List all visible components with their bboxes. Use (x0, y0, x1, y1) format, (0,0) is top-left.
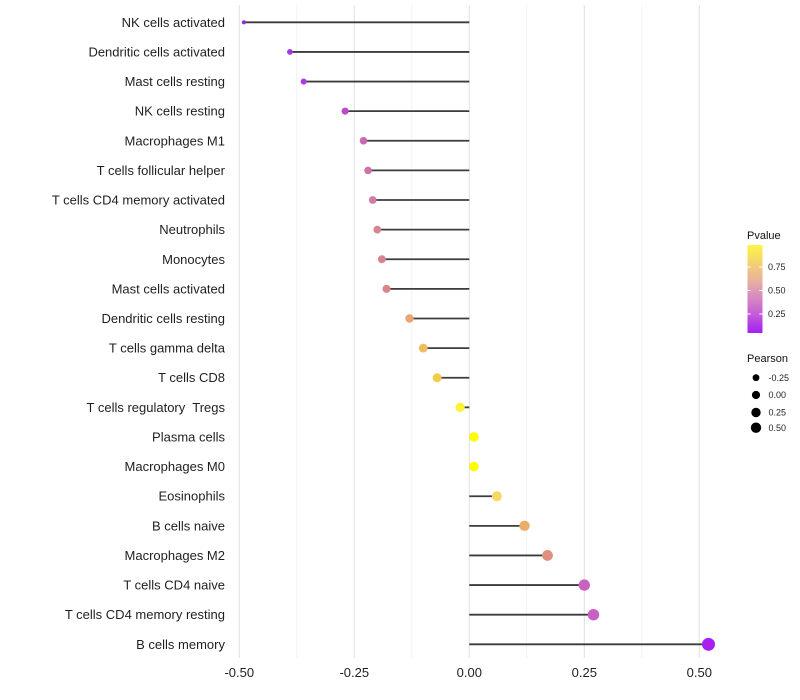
y-axis-label: B cells memory (136, 637, 225, 652)
legend-pvalue: Pvalue 0.75 0.50 0.25 (747, 230, 786, 333)
lollipop-dot (341, 107, 349, 115)
x-axis-tick-label: 0.00 (457, 665, 482, 680)
lollipop-dot (405, 314, 414, 323)
lollipop-dots (241, 20, 715, 651)
lollipop-dot (519, 520, 530, 532)
lollipop-dot (418, 343, 428, 353)
pvalue-colorbar-ticks (747, 266, 763, 315)
pearson-legend-label: 0.25 (769, 408, 787, 418)
y-axis-label: Dendritic cells activated (88, 44, 225, 59)
x-axis-tick-label: -0.25 (339, 665, 369, 680)
y-axis-labels: NK cells activated Dendritic cells activa… (52, 15, 226, 652)
lollipop-dot (300, 78, 307, 85)
lollipop-dot (455, 402, 465, 413)
y-axis-label: T cells regulatory Tregs (87, 400, 226, 415)
y-axis-label: T cells CD4 memory resting (65, 607, 225, 622)
y-axis-label: Plasma cells (152, 429, 225, 444)
lollipop-dot (542, 550, 553, 561)
pvalue-colorbar (747, 245, 763, 333)
lollipop-dot (578, 579, 590, 591)
lollipop-dot (432, 373, 442, 383)
legend-pearson: Pearson -0.25 0.00 0.25 0.50 (747, 353, 789, 433)
y-axis-label: T cells CD8 (158, 370, 225, 385)
pearson-legend-label: 0.00 (769, 390, 787, 400)
lollipop-dot (287, 49, 293, 55)
pearson-legend-dot (752, 374, 760, 382)
pearson-legend-title: Pearson (747, 353, 788, 365)
y-axis-label: T cells follicular helper (97, 163, 226, 178)
y-axis-label: Mast cells resting (125, 74, 225, 89)
y-axis-label: Macrophages M0 (125, 459, 225, 474)
x-axis-tick-label: -0.50 (224, 665, 254, 680)
lollipop-dot (241, 20, 246, 25)
y-axis-label: T cells gamma delta (109, 341, 226, 356)
lollipop-dot (469, 461, 479, 472)
pearson-legend-entries: -0.25 0.00 0.25 0.50 (750, 373, 790, 433)
y-axis-label: T cells CD4 memory activated (52, 193, 225, 208)
pvalue-colorbar-labels: 0.75 0.50 0.25 (768, 262, 786, 319)
x-axis-tick-label: 0.50 (687, 665, 712, 680)
y-axis-label: B cells naive (152, 518, 225, 533)
y-axis-label: Macrophages M1 (125, 133, 225, 148)
y-axis-label: Eosinophils (159, 489, 226, 504)
y-axis-label: Dendritic cells resting (101, 311, 225, 326)
y-axis-label: Neutrophils (159, 222, 225, 237)
gridlines-major (238, 5, 700, 658)
y-axis-label: NK cells resting (135, 104, 225, 119)
y-axis-label: Macrophages M2 (125, 548, 225, 563)
pearson-legend-dot (751, 390, 761, 400)
pvalue-tick-label: 0.75 (768, 262, 786, 272)
lollipop-dot (702, 637, 715, 651)
lollipop-dot (491, 491, 502, 502)
pvalue-tick-label: 0.25 (768, 309, 786, 319)
lollipop-dot (469, 432, 479, 442)
lollipop-dot (368, 196, 377, 204)
lollipop-dot (359, 137, 368, 145)
gridlines-minor (296, 5, 643, 658)
pearson-legend-dot (750, 422, 762, 433)
y-axis-label: T cells CD4 naive (123, 578, 225, 593)
y-axis-label: Mast cells activated (112, 281, 225, 296)
pvalue-legend-title: Pvalue (747, 230, 781, 242)
lollipop-dot (382, 284, 391, 293)
pvalue-tick-label: 0.50 (768, 286, 786, 296)
x-axis-labels: -0.50 -0.25 0.00 0.25 0.50 (224, 665, 711, 680)
lollipop-dot (377, 255, 386, 264)
lollipop-stems (243, 21, 709, 646)
y-axis-label: NK cells activated (122, 15, 225, 30)
pearson-legend-label: -0.25 (769, 373, 790, 383)
y-axis-label: Monocytes (162, 252, 225, 267)
lollipop-dot (373, 225, 382, 234)
pearson-legend-dot (751, 407, 761, 418)
pearson-legend-label: 0.50 (769, 423, 787, 433)
lollipop-dot (364, 166, 372, 175)
x-axis-tick-label: 0.25 (572, 665, 597, 680)
lollipop-dot (587, 608, 600, 621)
